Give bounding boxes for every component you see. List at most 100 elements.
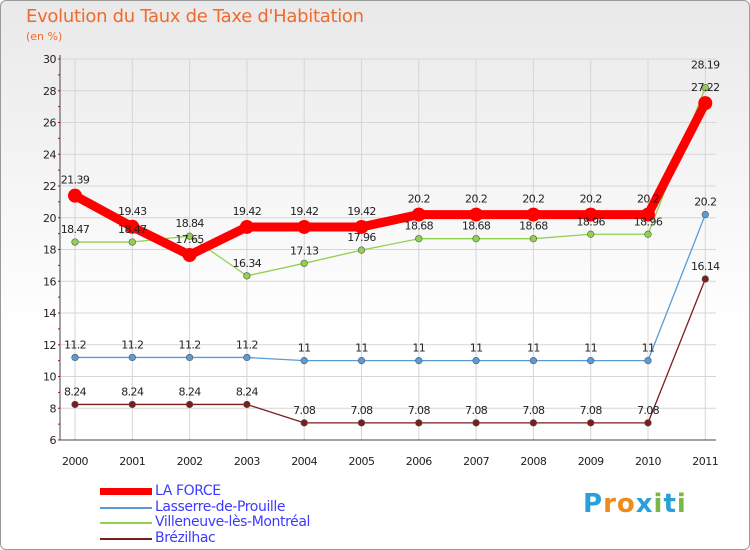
- data-point: [529, 235, 538, 243]
- logo-letter: x: [635, 489, 654, 519]
- data-point: [587, 419, 595, 427]
- data-label: 18.96: [634, 215, 663, 228]
- data-label: 7.08: [580, 404, 603, 417]
- data-label: 7.08: [293, 404, 316, 417]
- data-label: 17.13: [290, 244, 319, 257]
- x-tick-label: 2003: [234, 455, 260, 468]
- data-label: 7.08: [350, 404, 373, 417]
- axes: 6 8 10 12 14 16 18 20 22 24 26 28 30 2000 2001 2002 2003…: [43, 53, 719, 468]
- x-tick-label: 2006: [406, 455, 432, 468]
- y-tick-label: 30: [43, 53, 56, 66]
- data-point: [357, 357, 366, 365]
- y-tick-label: 16: [43, 275, 56, 288]
- series-line-3: [74, 278, 706, 424]
- chart-title: Evolution du Taux de Taxe d'Habitation: [26, 6, 364, 27]
- data-label: 27.22: [691, 81, 720, 94]
- data-label: 11.2: [179, 338, 201, 351]
- data-label: 17.96: [347, 231, 376, 244]
- data-point: [128, 353, 136, 362]
- data-label: 8.24: [236, 385, 259, 398]
- legend-swatch: [100, 506, 152, 509]
- legend-swatch: [100, 488, 152, 495]
- data-point: [186, 232, 194, 240]
- data-label: 28.19: [691, 59, 720, 72]
- legend-label: Villeneuve-lès-Montréal: [155, 514, 311, 530]
- data-point: [641, 207, 655, 222]
- legend-label: LA FORCE: [155, 483, 221, 499]
- data-point: [128, 400, 136, 409]
- data-point: [415, 357, 423, 365]
- data-point: [300, 419, 308, 427]
- data-label: 17.65: [175, 233, 204, 246]
- data-point: [701, 210, 709, 219]
- data-point: [125, 219, 140, 234]
- data-label: 8.24: [64, 385, 87, 398]
- data-point: [243, 400, 251, 409]
- data-label: 11: [527, 342, 540, 355]
- data-point: [415, 419, 423, 427]
- data-point: [411, 207, 426, 222]
- y-tick-label: 14: [43, 307, 56, 320]
- legend-swatch: [100, 537, 152, 540]
- data-label: 18.68: [519, 220, 548, 233]
- logo-letter: P: [583, 489, 604, 519]
- data-label: 20.2: [465, 193, 487, 206]
- data-label: 20.2: [522, 193, 544, 206]
- data-label: 16.34: [233, 257, 262, 270]
- x-tick-label: 2000: [62, 455, 88, 468]
- data-label: 7.08: [637, 404, 660, 417]
- data-point: [415, 235, 423, 243]
- data-label: 19.42: [347, 205, 376, 218]
- legend-swatch: [100, 522, 152, 524]
- chart-canvas: 6 8 10 12 14 16 18 20 22 24 26 28 30 2000 2001 2002 2003…: [43, 53, 721, 468]
- data-label: 18.68: [462, 220, 491, 233]
- data-label: 11: [355, 342, 368, 355]
- data-label: 19.43: [118, 205, 147, 218]
- data-point: [587, 357, 595, 365]
- data-label: 7.08: [408, 404, 431, 417]
- x-tick-label: 2005: [349, 455, 375, 468]
- data-label: 8.24: [179, 385, 202, 398]
- x-tick-label: 2010: [635, 455, 661, 468]
- logo-letter: t: [663, 489, 677, 519]
- x-tick-label: 2009: [578, 455, 604, 468]
- data-point: [128, 238, 136, 246]
- data-point: [357, 419, 366, 427]
- data-point: [354, 219, 369, 234]
- data-label: 20.2: [580, 193, 602, 206]
- data-label: 8.24: [121, 385, 144, 398]
- data-label: 19.42: [290, 205, 319, 218]
- data-point: [644, 357, 652, 365]
- y-tick-label: 6: [50, 434, 57, 447]
- data-point: [186, 400, 194, 409]
- data-point: [68, 188, 82, 203]
- data-label: 20.2: [694, 196, 716, 209]
- data-point: [297, 219, 312, 234]
- data-point: [469, 207, 484, 222]
- data-label: 16.14: [691, 260, 720, 273]
- data-point: [698, 96, 713, 111]
- data-label: 19.42: [233, 205, 262, 218]
- logo-letter: i: [653, 489, 664, 519]
- legend-label: Brézilhac: [155, 529, 216, 546]
- data-point: [472, 357, 480, 365]
- x-tick-label: 2001: [119, 455, 145, 468]
- logo-letter: i: [676, 489, 687, 519]
- data-label: 18.96: [576, 215, 605, 228]
- y-tick-label: 28: [43, 85, 56, 98]
- data-point: [529, 419, 538, 427]
- data-label: 11: [298, 342, 311, 355]
- y-tick-label: 8: [50, 402, 57, 415]
- logo-letter: r: [603, 489, 617, 519]
- series-line-0: [70, 98, 710, 260]
- proxiti-logo: Proxiti: [583, 489, 687, 519]
- data-label: 7.08: [465, 404, 488, 417]
- y-tick-label: 22: [43, 180, 56, 193]
- x-tick-label: 2007: [463, 455, 489, 468]
- data-point: [357, 246, 366, 254]
- grid: [60, 58, 716, 441]
- data-point: [644, 419, 652, 427]
- x-tick-label: 2004: [291, 455, 317, 468]
- data-point: [71, 353, 79, 362]
